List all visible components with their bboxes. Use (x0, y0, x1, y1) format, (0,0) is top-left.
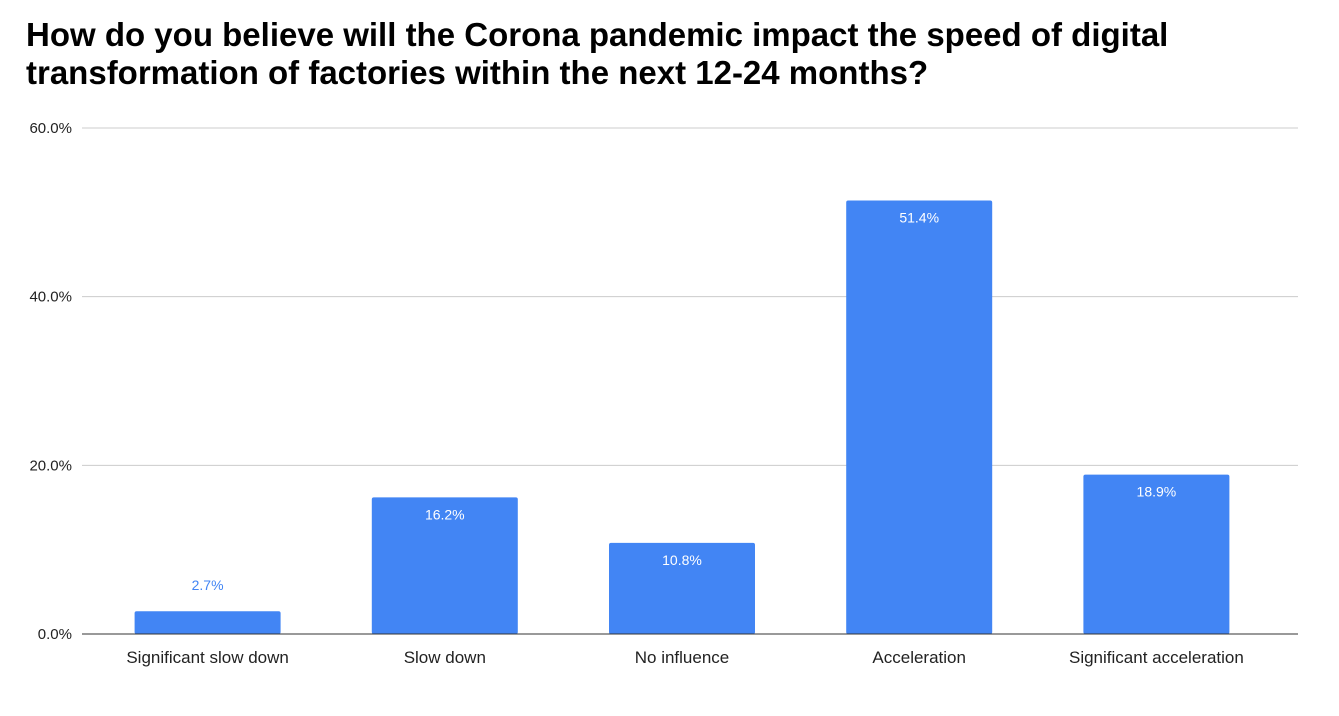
x-tick-label: No influence (635, 648, 730, 667)
y-axis-tick-labels: 0.0% 20.0% 40.0% 60.0% (29, 120, 72, 643)
data-label: 51.4% (899, 210, 939, 226)
bar (1083, 474, 1230, 634)
bar (371, 497, 518, 634)
y-tick-label: 0.0% (38, 626, 72, 643)
y-tick-label: 40.0% (29, 289, 72, 306)
y-tick-label: 60.0% (29, 120, 72, 137)
data-label: 16.2% (425, 506, 465, 522)
data-label: 10.8% (662, 552, 702, 568)
chart-title: How do you believe will the Corona pande… (26, 16, 1169, 91)
x-tick-label: Slow down (404, 648, 486, 667)
data-label: 18.9% (1137, 484, 1177, 500)
x-tick-label: Significant acceleration (1069, 648, 1244, 667)
y-tick-label: 20.0% (29, 457, 72, 474)
bars (134, 200, 1230, 634)
gridlines (82, 127, 1298, 466)
x-tick-label: Significant slow down (126, 648, 289, 667)
data-labels: 2.7% 16.2% 10.8% 51.4% 18.9% (192, 210, 1177, 594)
x-axis-tick-labels: Significant slow down Slow down No influen… (126, 648, 1243, 667)
bar (609, 542, 755, 634)
x-tick-label: Acceleration (872, 648, 966, 667)
bar (134, 611, 281, 634)
data-label: 2.7% (192, 577, 224, 593)
bar (846, 200, 993, 634)
